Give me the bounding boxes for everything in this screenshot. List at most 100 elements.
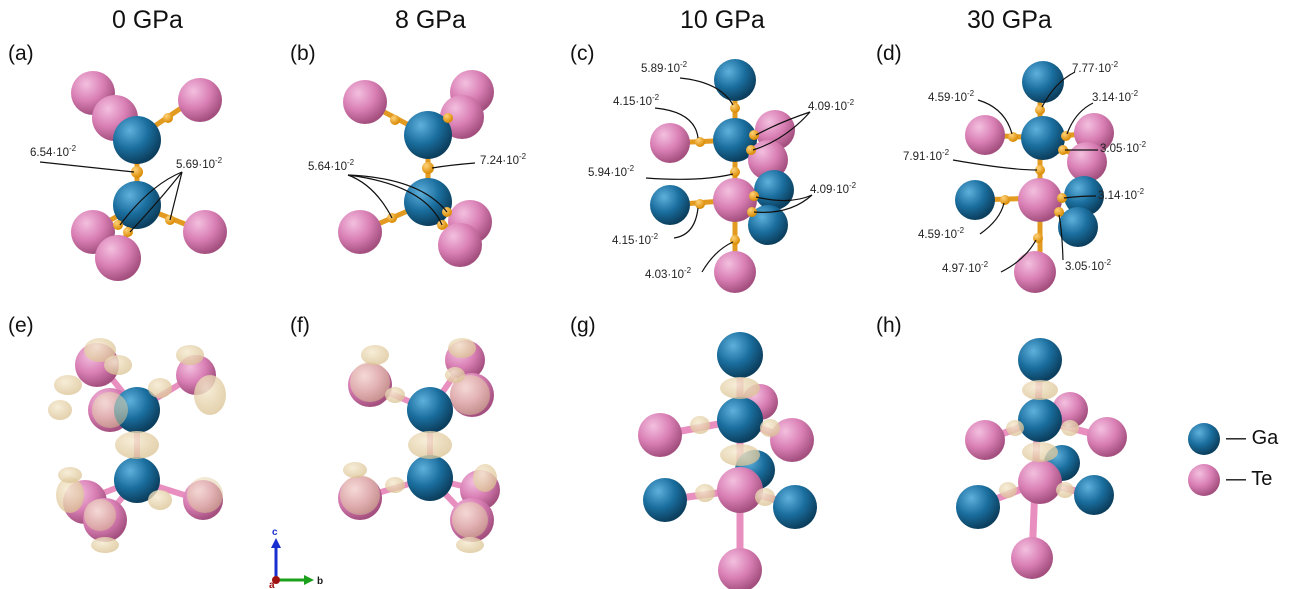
legend-ga-marker xyxy=(1188,423,1220,455)
ga-atom xyxy=(114,387,160,433)
annotation-d-7: 4.59·10-2 xyxy=(918,226,965,241)
te-atom xyxy=(1011,537,1053,579)
annotation-d-2: 4.59·10-2 xyxy=(928,89,975,104)
annotation-c-4: 5.94·10-2 xyxy=(588,164,635,179)
te-atom xyxy=(713,178,757,222)
axis-label-c: c xyxy=(272,527,278,538)
ga-atom xyxy=(643,478,687,522)
electron-density xyxy=(999,380,1079,498)
bond-critical-point xyxy=(730,103,740,113)
bond-critical-point xyxy=(730,167,740,177)
te-atom xyxy=(1067,142,1107,182)
legend-ga: — Ga xyxy=(1226,427,1279,449)
annotation-c-5: 4.09·10-2 xyxy=(810,181,857,196)
ga-atom xyxy=(713,118,757,162)
bond-critical-point xyxy=(443,113,453,123)
bond-critical-point xyxy=(131,166,143,178)
panel-label-h: (h) xyxy=(876,314,902,337)
ga-atom xyxy=(773,485,817,529)
ga-atom xyxy=(1021,116,1065,160)
bond-critical-point xyxy=(1061,131,1071,141)
te-atom xyxy=(718,548,762,589)
te-atom xyxy=(748,140,788,180)
ga-atom xyxy=(113,116,161,164)
leader-lines xyxy=(347,162,476,226)
panel-label-e: (e) xyxy=(8,314,34,337)
bond-critical-point xyxy=(1008,132,1018,142)
bond-critical-point xyxy=(746,145,756,155)
te-atom xyxy=(755,110,795,150)
bond-critical-point xyxy=(1035,165,1045,175)
ga-atom xyxy=(748,205,788,245)
axis-indicator: c a b xyxy=(269,527,323,589)
ga-atom xyxy=(754,170,794,210)
panel-label-a: (a) xyxy=(8,42,34,65)
te-atom xyxy=(714,251,756,293)
structure-f xyxy=(338,338,500,553)
panel-label-f: (f) xyxy=(290,314,310,337)
te-atom xyxy=(1087,417,1127,457)
bond-critical-point xyxy=(1000,195,1010,205)
annotation-c-1: 5.89·10-2 xyxy=(641,60,688,75)
panel-label-c: (c) xyxy=(570,42,595,65)
te-atom xyxy=(183,210,227,254)
leader-lines xyxy=(645,77,813,273)
annotation-d-4: 3.05·10-2 xyxy=(1100,140,1147,155)
te-atom xyxy=(717,467,763,513)
bond-critical-point xyxy=(730,235,740,245)
legend-te: — Te xyxy=(1226,468,1273,490)
annotation-c-6: 4.15·10-2 xyxy=(612,232,659,247)
ga-atom xyxy=(717,332,763,378)
axis-label-b: b xyxy=(317,576,323,587)
leader-lines xyxy=(952,71,1099,273)
bond-critical-point xyxy=(749,191,759,201)
ga-atom xyxy=(1018,398,1062,442)
te-atom xyxy=(965,420,1005,460)
bond-critical-point xyxy=(1057,193,1067,203)
te-atom xyxy=(1018,460,1062,504)
annotation-d-1: 7.77·10-2 xyxy=(1072,60,1119,75)
column-title-30gpa: 30 GPa xyxy=(967,6,1052,34)
ga-atom xyxy=(407,387,453,433)
te-atom xyxy=(770,418,814,462)
ga-atom xyxy=(717,397,763,443)
annotation-d-3: 3.14·10-2 xyxy=(1092,89,1139,104)
te-atom xyxy=(965,115,1005,155)
te-atom xyxy=(343,80,387,124)
annotation-b-1: 5.64·10-2 xyxy=(308,158,355,173)
bond-critical-point xyxy=(1054,207,1064,217)
annotation-a-2: 5.69·10-2 xyxy=(176,156,223,171)
annotation-d-5: 7.91·10-2 xyxy=(903,148,950,163)
ga-atom xyxy=(404,111,452,159)
structure-b: 5.64·10-2 7.24·10-2 xyxy=(308,70,527,267)
column-title-10gpa: 10 GPa xyxy=(680,6,765,34)
te-atom xyxy=(95,235,141,281)
ga-atom xyxy=(1022,61,1064,103)
te-atom xyxy=(440,95,484,139)
electron-density xyxy=(340,338,497,553)
ga-atom xyxy=(407,455,453,501)
ga-atom xyxy=(1018,338,1062,382)
te-atom xyxy=(438,223,482,267)
te-atom xyxy=(650,123,690,163)
axis-label-a: a xyxy=(269,580,275,589)
te-atom xyxy=(638,413,682,457)
ga-atom xyxy=(650,185,690,225)
bond-critical-point xyxy=(1058,145,1068,155)
bond-critical-point xyxy=(695,137,705,147)
bond-critical-point xyxy=(422,162,434,174)
ga-atom xyxy=(956,485,1000,529)
ga-atom xyxy=(404,178,452,226)
annotation-b-2: 7.24·10-2 xyxy=(480,152,527,167)
panel-label-g: (g) xyxy=(570,314,596,337)
panel-label-b: (b) xyxy=(290,42,316,65)
structure-e xyxy=(48,338,226,553)
structure-g xyxy=(638,332,817,589)
te-atom xyxy=(178,78,222,122)
bond-critical-point xyxy=(113,220,123,230)
electron-density xyxy=(690,377,780,506)
annotation-c-7: 4.03·10-2 xyxy=(645,266,692,281)
bond-critical-point xyxy=(163,113,173,123)
